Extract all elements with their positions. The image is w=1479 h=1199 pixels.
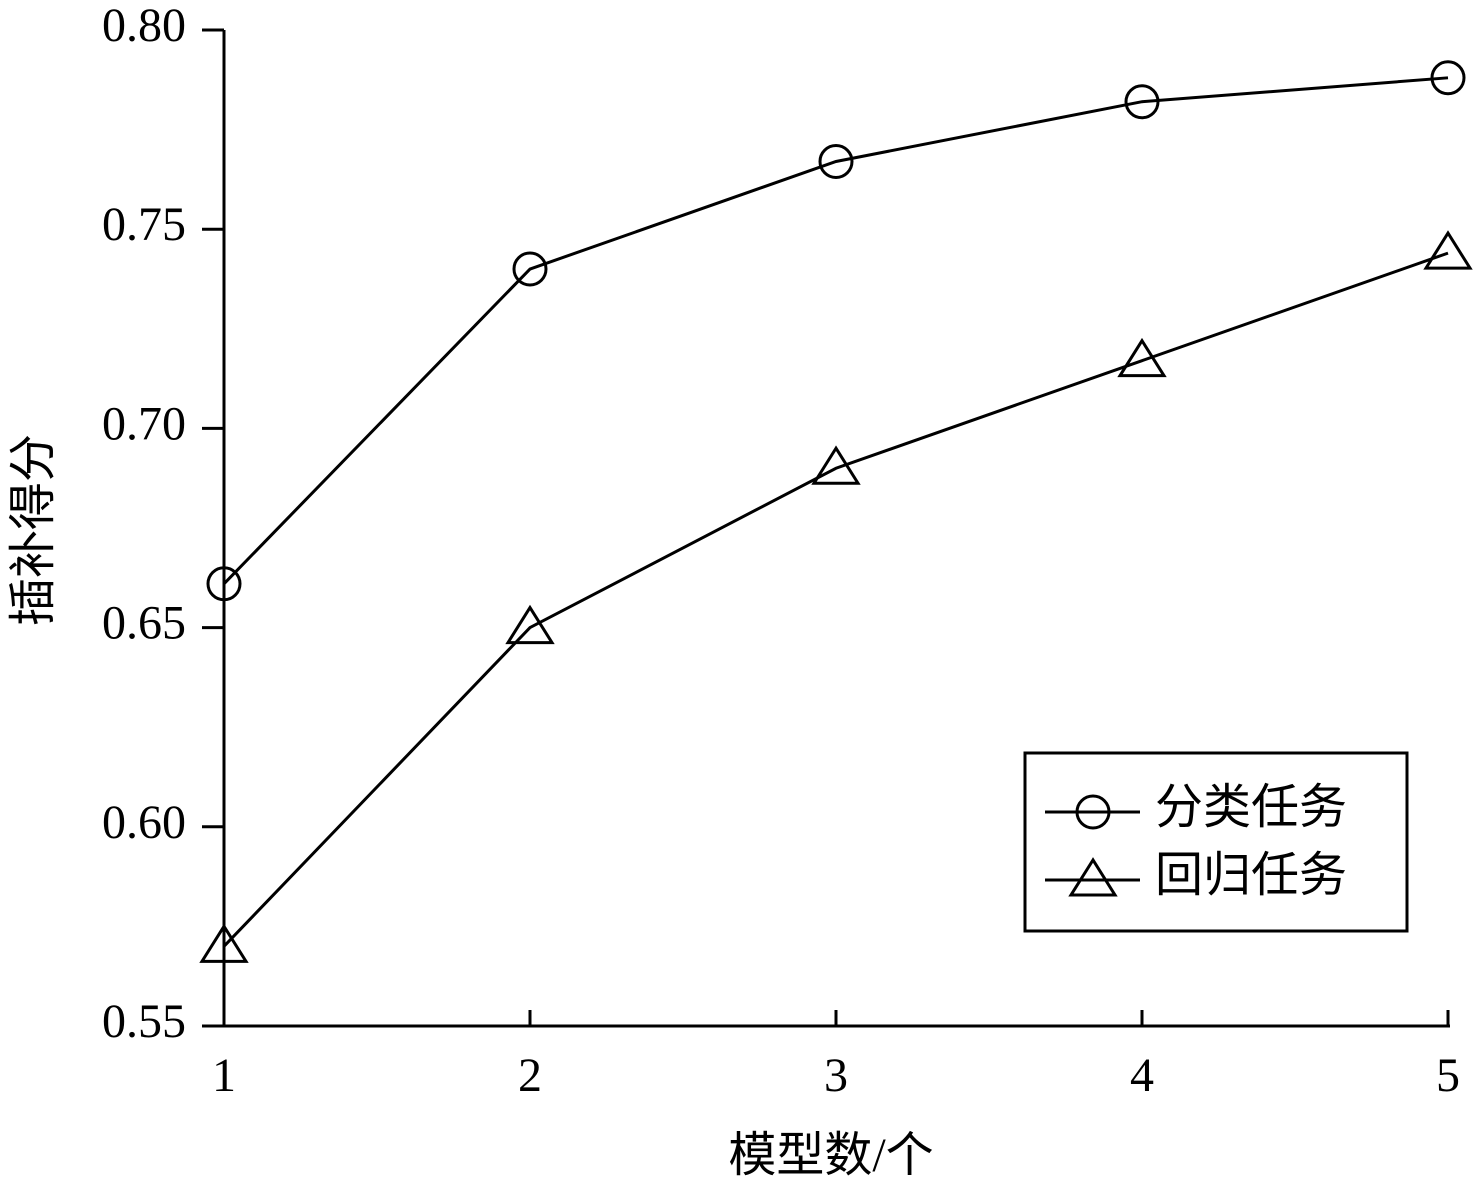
x-axis-label: 模型数/个 (728, 1129, 933, 1182)
x-tick-label: 3 (824, 1049, 848, 1102)
legend-label: 分类任务 (1155, 781, 1347, 834)
triangle-marker (199, 923, 249, 963)
y-tick-label: 0.55 (102, 995, 186, 1048)
circle-marker (1124, 84, 1160, 120)
circle-marker (818, 143, 854, 179)
triangle-marker (505, 604, 555, 645)
legend-label: 回归任务 (1155, 849, 1347, 902)
legend-marker (1068, 857, 1118, 897)
y-tick-label: 0.65 (102, 597, 186, 650)
x-tick-label: 4 (1130, 1049, 1154, 1102)
circle-marker (206, 566, 242, 602)
x-tick-label: 5 (1436, 1049, 1460, 1102)
y-tick-label: 0.70 (102, 397, 186, 450)
x-tick-label: 2 (518, 1049, 542, 1102)
legend-marker (1075, 794, 1111, 830)
circle-marker (1430, 60, 1466, 96)
y-tick-label: 0.60 (102, 796, 186, 849)
x-tick-label: 1 (212, 1049, 236, 1102)
triangle-marker (1117, 337, 1167, 378)
circle-marker (512, 251, 548, 287)
y-axis-label: 插补得分 (7, 434, 60, 626)
y-tick-label: 0.80 (102, 0, 186, 52)
series-line (222, 76, 1449, 585)
triangle-marker (1423, 230, 1473, 270)
legend (1023, 751, 1409, 933)
y-tick-label: 0.75 (102, 198, 186, 251)
series-line (222, 251, 1449, 948)
triangle-marker (811, 445, 861, 485)
